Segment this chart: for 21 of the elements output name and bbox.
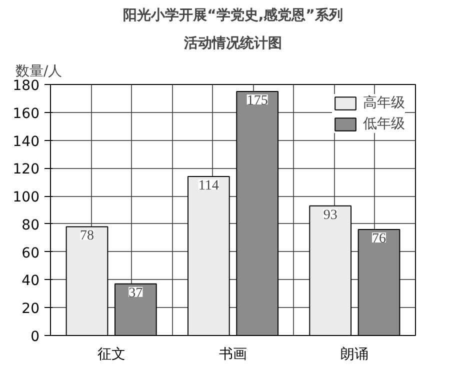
chart-subtitle: 活动情况统计图 bbox=[183, 34, 282, 52]
data-label: 93 bbox=[323, 208, 338, 223]
x-tick-label: 征文 bbox=[97, 346, 126, 362]
y-tick-label: 20 bbox=[22, 301, 40, 318]
data-label: 114 bbox=[198, 178, 219, 194]
y-tick-label: 100 bbox=[12, 190, 40, 206]
y-tick-label: 40 bbox=[22, 273, 40, 290]
y-tick-label: 120 bbox=[12, 162, 40, 178]
legend-label: 低年级 bbox=[363, 115, 405, 133]
y-tick-label: 140 bbox=[12, 134, 40, 150]
chart-title: 阳光小学开展“学党史,感党恩”系列 bbox=[123, 8, 343, 24]
y-tick-label: 160 bbox=[12, 106, 40, 122]
x-tick-label: 朗诵 bbox=[340, 346, 369, 362]
legend-label: 高年级 bbox=[363, 94, 405, 112]
y-tick-label: 80 bbox=[22, 217, 40, 234]
y-tick-label: 60 bbox=[22, 245, 40, 262]
data-label: 78 bbox=[80, 228, 94, 244]
y-tick-label: 180 bbox=[12, 78, 40, 94]
y-axis-title: 数量/人 bbox=[16, 64, 62, 80]
x-tick-label: 书画 bbox=[219, 346, 247, 362]
y-tick-label: 0 bbox=[30, 329, 40, 345]
